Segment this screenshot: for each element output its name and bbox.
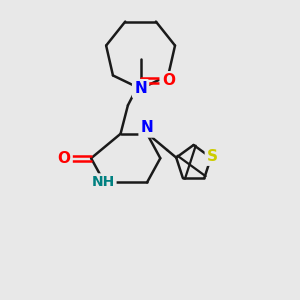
Text: O: O bbox=[162, 73, 175, 88]
Text: O: O bbox=[58, 151, 70, 166]
Text: N: N bbox=[141, 120, 153, 135]
Text: N: N bbox=[134, 81, 147, 96]
Text: NH: NH bbox=[91, 176, 115, 189]
Text: S: S bbox=[207, 148, 218, 164]
